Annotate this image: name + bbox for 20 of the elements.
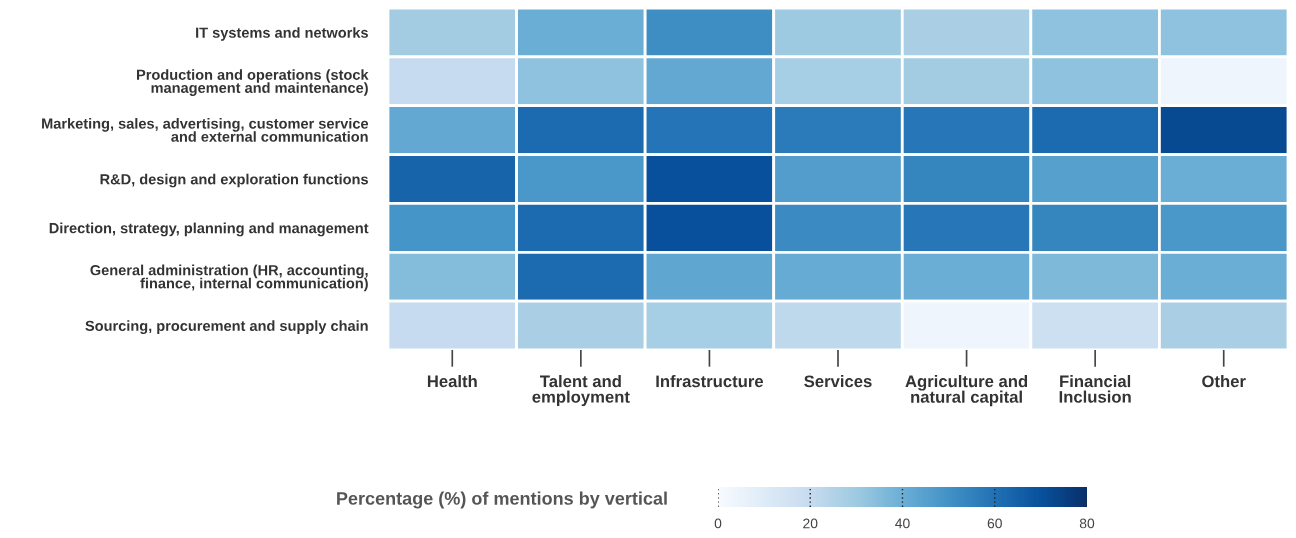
color-bar-label: 40 bbox=[895, 518, 910, 529]
y-tick-label: IT systems and networks bbox=[196, 27, 368, 41]
x-tick-label: Financial Inclusion bbox=[1059, 375, 1131, 403]
color-bar-label: 60 bbox=[987, 518, 1002, 529]
x-tick-label: Talent and employment bbox=[532, 375, 630, 407]
color-bar-label: 0 bbox=[714, 518, 722, 529]
x-tick-label: Other bbox=[1202, 375, 1246, 388]
x-tick-label: Agriculture and natural capital bbox=[905, 375, 1028, 407]
x-tick-label: Health bbox=[427, 375, 477, 388]
color-bar-label: 20 bbox=[803, 518, 818, 529]
color-bar-title: Percentage (%) of mentions by vertical bbox=[337, 491, 667, 509]
y-tick-label: General administration (HR, accounting, finance, internal communication) bbox=[90, 264, 368, 292]
color-bar-label: 80 bbox=[1079, 518, 1095, 529]
x-tick-label: Infrastructure bbox=[656, 375, 764, 388]
y-tick-label: R&D, design and exploration functions bbox=[100, 173, 368, 188]
y-tick-label: Sourcing, procurement and supply chain bbox=[85, 320, 368, 334]
x-tick-label: Services bbox=[804, 375, 872, 388]
y-tick-label: Direction, strategy, planning and management bbox=[49, 222, 369, 237]
y-tick-label: Production and operations (stock management and maintenance) bbox=[137, 69, 369, 96]
y-tick-label: Marketing, sales, advertising, customer service and external communication bbox=[42, 118, 369, 142]
